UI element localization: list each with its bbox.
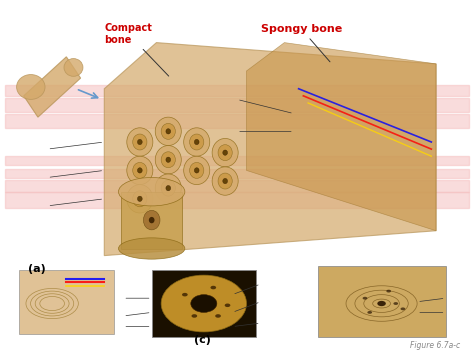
Polygon shape [121, 192, 182, 248]
Ellipse shape [137, 168, 142, 173]
Text: (a): (a) [28, 263, 46, 274]
Ellipse shape [401, 307, 405, 310]
Ellipse shape [127, 156, 153, 185]
Ellipse shape [225, 304, 230, 307]
Ellipse shape [183, 156, 210, 185]
Polygon shape [24, 57, 81, 117]
Ellipse shape [223, 150, 228, 155]
Ellipse shape [137, 139, 142, 145]
Ellipse shape [166, 185, 171, 191]
Ellipse shape [183, 128, 210, 156]
Ellipse shape [212, 138, 238, 167]
Ellipse shape [133, 134, 147, 150]
Polygon shape [246, 43, 436, 231]
Ellipse shape [133, 162, 147, 179]
Ellipse shape [161, 123, 175, 139]
Ellipse shape [182, 293, 188, 296]
Text: Compact
bone: Compact bone [104, 23, 169, 76]
Ellipse shape [137, 196, 142, 202]
FancyBboxPatch shape [19, 270, 114, 334]
Ellipse shape [64, 59, 83, 76]
Ellipse shape [143, 210, 160, 230]
Ellipse shape [218, 145, 232, 161]
Ellipse shape [194, 139, 199, 145]
Bar [5, 192, 469, 208]
Ellipse shape [118, 178, 185, 206]
Ellipse shape [127, 128, 153, 156]
Polygon shape [104, 43, 436, 256]
Bar [5, 114, 469, 128]
Ellipse shape [155, 174, 181, 202]
FancyBboxPatch shape [152, 270, 256, 337]
Ellipse shape [393, 302, 398, 305]
Ellipse shape [166, 157, 171, 162]
Ellipse shape [223, 178, 228, 184]
Ellipse shape [166, 129, 171, 134]
FancyBboxPatch shape [318, 266, 446, 337]
Ellipse shape [218, 173, 232, 189]
Ellipse shape [118, 238, 185, 259]
Ellipse shape [155, 146, 181, 174]
Ellipse shape [191, 314, 197, 318]
Ellipse shape [133, 191, 147, 207]
Bar [5, 98, 469, 112]
Ellipse shape [212, 167, 238, 195]
Bar [5, 169, 469, 178]
Ellipse shape [363, 297, 367, 300]
Text: (c): (c) [194, 334, 211, 345]
Ellipse shape [377, 301, 386, 306]
Ellipse shape [161, 180, 175, 196]
Ellipse shape [215, 314, 221, 318]
Ellipse shape [386, 290, 391, 293]
Ellipse shape [127, 185, 153, 213]
Ellipse shape [161, 275, 246, 332]
Ellipse shape [149, 217, 155, 223]
Ellipse shape [194, 168, 199, 173]
Ellipse shape [155, 117, 181, 146]
Ellipse shape [191, 295, 217, 312]
Ellipse shape [190, 134, 204, 150]
Bar [5, 156, 469, 165]
Ellipse shape [367, 311, 372, 314]
Ellipse shape [210, 286, 216, 289]
Text: Figure 6.7a-c: Figure 6.7a-c [410, 341, 460, 350]
Bar [5, 180, 469, 192]
Ellipse shape [17, 75, 45, 99]
Ellipse shape [190, 162, 204, 179]
Text: Spongy bone: Spongy bone [261, 24, 342, 62]
Bar [5, 85, 469, 96]
Ellipse shape [161, 152, 175, 168]
